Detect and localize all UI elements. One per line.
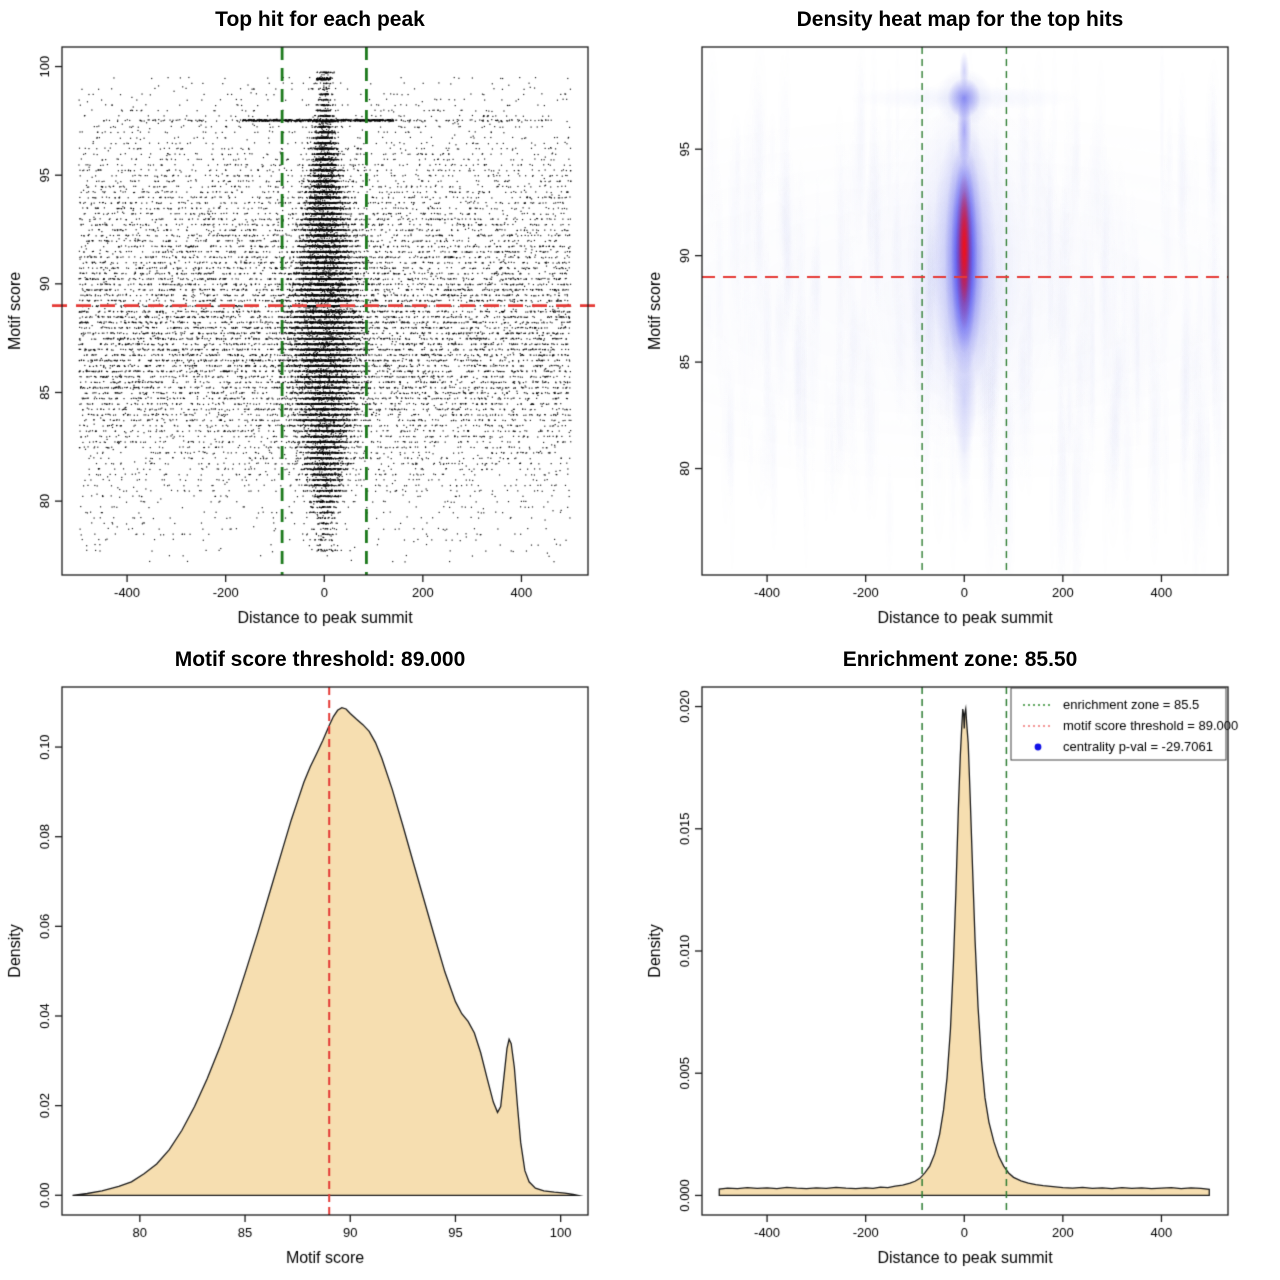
panel-title-scatter: Top hit for each peak bbox=[215, 8, 425, 31]
panel-top-hit-scatter: Top hit for each peak bbox=[0, 0, 640, 640]
panel-motif-score-density: Motif score threshold: 89.000 bbox=[0, 640, 640, 1280]
panel-title-motif-threshold: Motif score threshold: 89.000 bbox=[174, 648, 466, 671]
panel-title-heatmap: Density heat map for the top hits bbox=[796, 8, 1124, 31]
panel-title-enrichment-zone: Enrichment zone: 85.50 bbox=[842, 648, 1078, 671]
scatter-plot-canvas bbox=[0, 0, 640, 640]
panel-distance-density: Enrichment zone: 85.50 bbox=[640, 640, 1280, 1280]
motif-score-density-canvas bbox=[0, 640, 640, 1280]
distance-density-canvas bbox=[640, 640, 1280, 1280]
panel-density-heatmap: Density heat map for the top hits bbox=[640, 0, 1280, 640]
heatmap-canvas bbox=[640, 0, 1280, 640]
